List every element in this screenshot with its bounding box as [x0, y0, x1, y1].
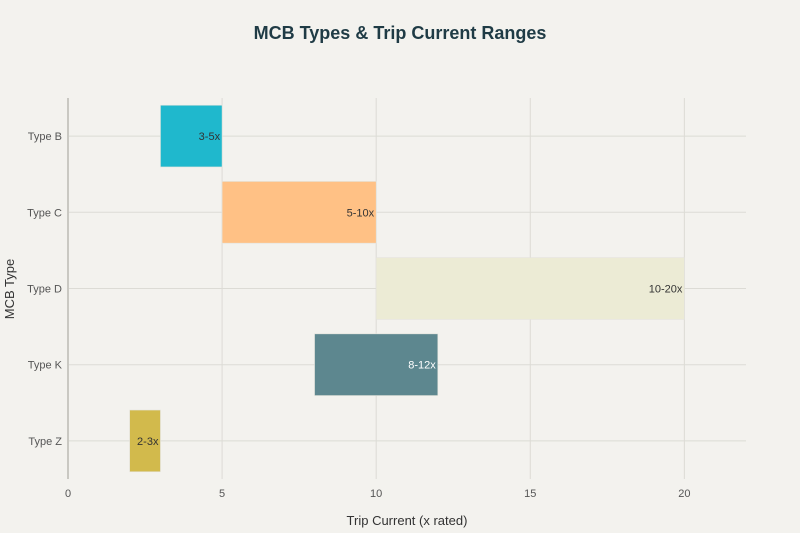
bar-labels: 3-5x 5-10x 10-20x 8-12x 2-3x — [137, 131, 683, 448]
bar-type-k — [314, 333, 439, 396]
y-tick-label: Type K — [28, 360, 63, 372]
x-tick-labels: 0 5 10 15 20 — [65, 488, 691, 500]
y-tick-label: Type Z — [28, 436, 62, 448]
x-tick-label: 10 — [370, 488, 382, 500]
bar-label: 2-3x — [137, 436, 159, 448]
x-tick-label: 0 — [65, 488, 71, 500]
y-tick-labels: Type B Type C Type D Type K Type Z — [27, 131, 63, 448]
bars — [129, 104, 685, 473]
bar-label: 5-10x — [347, 207, 375, 219]
bar-label: 3-5x — [199, 131, 221, 143]
chart-title: MCB Types & Trip Current Ranges — [254, 23, 547, 43]
bar-type-d — [375, 257, 685, 320]
bar-type-b — [160, 104, 223, 168]
x-tick-label: 15 — [524, 488, 536, 500]
bar-type-c — [221, 181, 377, 244]
bar-label: 8-12x — [408, 360, 436, 372]
x-tick-label: 5 — [219, 488, 225, 500]
bar-label: 10-20x — [649, 284, 683, 296]
y-tick-label: Type C — [27, 207, 62, 219]
y-tick-label: Type D — [27, 284, 62, 296]
y-axis-title: MCB Type — [2, 259, 17, 319]
y-tick-label: Type B — [28, 131, 62, 143]
x-axis-title: Trip Current (x rated) — [347, 513, 468, 528]
x-tick-label: 20 — [678, 488, 690, 500]
bar-type-z — [129, 409, 161, 473]
